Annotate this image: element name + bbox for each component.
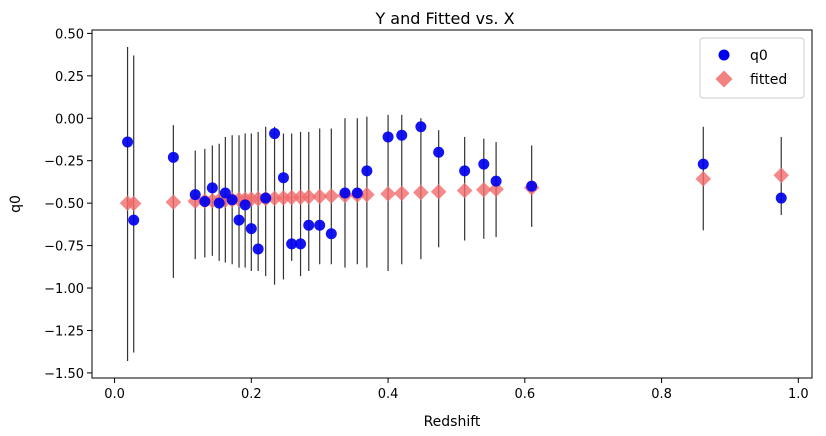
fitted-point — [165, 194, 182, 210]
q0-point — [775, 192, 787, 204]
fitted-point — [300, 189, 317, 205]
fitted-point — [380, 186, 396, 202]
legend: q0 fitted — [699, 37, 805, 99]
q0-markers — [122, 121, 787, 255]
fitted-point — [283, 189, 300, 206]
q0-point — [245, 223, 257, 235]
legend-fitted-label: fitted — [750, 72, 787, 88]
q0-point — [122, 136, 134, 148]
chart-title: Y and Fitted vs. X — [374, 9, 514, 28]
fitted-point — [413, 184, 429, 201]
y-tick-label: −0.25 — [44, 155, 84, 170]
q0-point — [459, 165, 471, 177]
x-tick-label: 0.8 — [651, 387, 672, 402]
q0-point — [526, 180, 538, 192]
q0-point — [219, 187, 231, 199]
x-axis: 0.0 0.2 0.4 0.6 0.8 1.0 — [104, 378, 809, 402]
y-tick-label: 0.50 — [55, 27, 84, 42]
q0-point — [286, 238, 298, 250]
q0-point — [396, 129, 408, 141]
legend-q0-label: q0 — [750, 48, 768, 64]
q0-point — [189, 189, 201, 201]
fitted-point — [323, 188, 340, 204]
y-tick-label: −1.00 — [44, 282, 84, 297]
q0-point — [478, 158, 490, 170]
q0-point — [415, 121, 427, 133]
x-axis-label: Redshift — [424, 414, 481, 430]
y-tick-label: −1.50 — [44, 367, 84, 382]
y-tick-label: 0.25 — [55, 70, 84, 85]
x-tick-label: 1.0 — [788, 387, 809, 402]
fitted-point — [488, 181, 504, 198]
q0-point — [295, 238, 307, 250]
legend-fitted-marker — [715, 70, 733, 88]
q0-point — [252, 243, 264, 255]
fitted-point — [773, 167, 790, 184]
q0-point — [239, 199, 251, 211]
y-tick-label: −0.75 — [44, 240, 84, 255]
y-axis: 0.50 0.25 0.00 −0.25 −0.50 −0.75 −1.00 −1.25 −1.… — [44, 27, 92, 382]
fitted-point — [430, 183, 447, 200]
x-tick-label: 0.6 — [514, 387, 535, 402]
q0-point — [128, 214, 140, 226]
q0-point — [213, 197, 225, 209]
fitted-point — [292, 189, 309, 205]
q0-point — [260, 192, 272, 204]
fitted-point — [125, 195, 142, 212]
q0-point — [382, 131, 394, 143]
legend-box — [699, 37, 805, 99]
q0-point — [314, 219, 326, 231]
q0-point — [325, 228, 337, 240]
q0-point — [361, 165, 373, 177]
q0-point — [167, 151, 179, 163]
x-tick-label: 0.0 — [104, 387, 125, 402]
q0-point — [199, 195, 211, 207]
q0-point — [303, 219, 315, 231]
y-axis-label: q0 — [8, 195, 24, 213]
fitted-point — [476, 181, 492, 198]
q0-point — [206, 182, 218, 194]
legend-q0-marker — [718, 49, 730, 61]
q0-point — [339, 187, 351, 199]
q0-point — [433, 146, 445, 158]
q0-point — [351, 187, 363, 199]
fitted-point — [456, 182, 473, 199]
q0-point — [490, 175, 502, 187]
fitted-point — [695, 171, 712, 187]
q0-point — [277, 172, 289, 184]
q0-point — [697, 158, 709, 170]
fitted-point — [311, 188, 328, 205]
x-tick-label: 0.4 — [378, 387, 399, 402]
plot-area-frame — [91, 29, 813, 379]
x-tick-label: 0.2 — [241, 387, 262, 402]
q0-point — [269, 128, 281, 140]
q0-point — [233, 214, 245, 226]
fitted-point — [266, 190, 283, 207]
y-tick-label: −0.50 — [44, 197, 84, 212]
fitted-point — [393, 185, 410, 202]
y-tick-label: −1.25 — [44, 324, 84, 339]
y-tick-label: 0.00 — [55, 112, 84, 127]
fitted-point — [275, 190, 292, 206]
fitted-point — [359, 186, 375, 203]
q0-point — [226, 194, 238, 206]
